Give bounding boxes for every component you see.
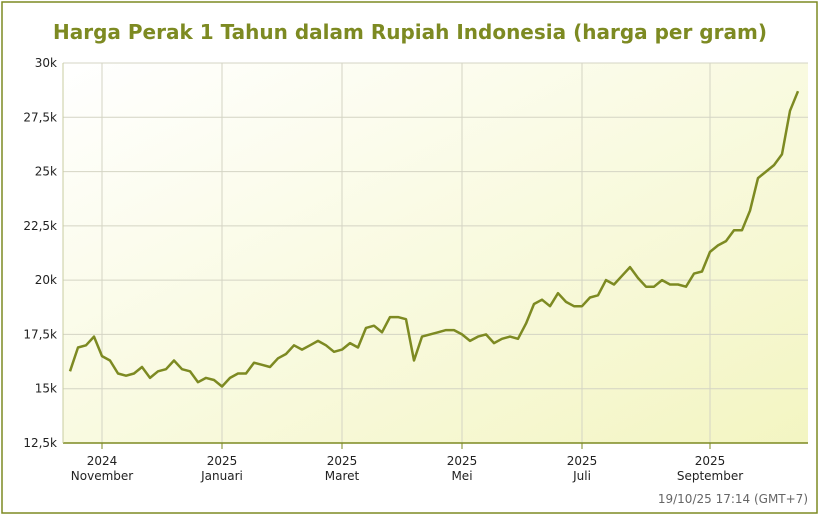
x-tick-label: 2025 Maret [325,454,360,483]
x-tick-label-line: Maret [325,469,360,483]
x-tick-label-line: 2025 [327,454,358,468]
timestamp: 19/10/25 17:14 (GMT+7) [658,492,808,506]
x-tick-label: 2024 November [71,454,133,483]
x-tick-label-line: Januari [200,469,243,483]
x-tick-label: 2025 September [677,454,743,483]
x-tick-label-line: 2025 [207,454,238,468]
x-tick-label-line: 2025 [567,454,598,468]
y-tick-label: 22,5k [23,219,57,233]
y-tick-label: 12,5k [23,436,57,450]
y-tick-label: 30k [35,56,57,70]
plot-area [63,63,808,443]
y-tick-label: 20k [35,273,57,287]
x-tick-label-line: November [71,469,133,483]
y-tick-label: 27,5k [23,110,57,124]
y-tick-label: 15k [35,382,57,396]
chart-title: Harga Perak 1 Tahun dalam Rupiah Indones… [53,20,767,44]
x-tick-label-line: Juli [572,469,591,483]
y-tick-label: 25k [35,165,57,179]
x-tick-label-line: 2024 [87,454,118,468]
y-tick-label: 17,5k [23,327,57,341]
x-tick-label: 2025 Januari [200,454,243,483]
x-tick-label-line: September [677,469,743,483]
x-tick-label: 2025 Juli [567,454,598,483]
x-tick-label-line: 2025 [695,454,726,468]
x-tick-label-line: 2025 [447,454,478,468]
x-tick-label: 2025 Mei [447,454,478,483]
x-tick-label-line: Mei [451,469,472,483]
price-line [68,90,800,388]
